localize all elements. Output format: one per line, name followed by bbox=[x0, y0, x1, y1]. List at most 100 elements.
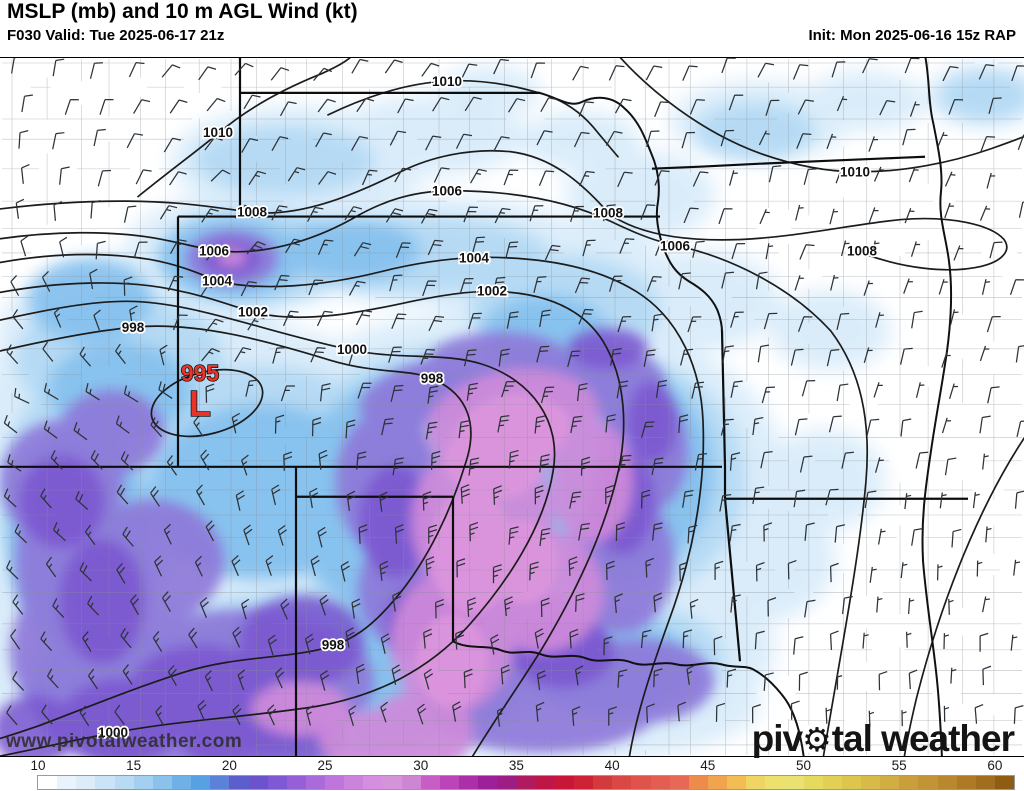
colorbar-segment bbox=[57, 776, 77, 789]
isobar-label: 1004 bbox=[459, 250, 490, 265]
map-canvas[interactable]: 1010 1010 1010 1008 1008 1008 1006 1006 1006 1004… bbox=[0, 57, 1024, 760]
colorbar-tick: 20 bbox=[221, 758, 237, 773]
colorbar-legend: 10 15 20 25 30 35 40 45 50 55 60 bbox=[0, 758, 1024, 791]
isobar-label: 1010 bbox=[203, 125, 233, 140]
colorbar-segment bbox=[937, 776, 957, 789]
colorbar-segment bbox=[707, 776, 728, 789]
colorbar-segment bbox=[841, 776, 862, 789]
river-borders bbox=[452, 58, 953, 756]
colorbar-segment bbox=[248, 776, 268, 789]
low-pressure-value: 995 bbox=[181, 360, 220, 386]
model-init-label: Init: Mon 2025-06-16 15z RAP bbox=[808, 27, 1016, 44]
colorbar-segment bbox=[535, 776, 555, 789]
pivotal-weather-logo: piv⚙tal weather bbox=[751, 718, 1015, 760]
map-svg: 1010 1010 1010 1008 1008 1008 1006 1006 1006 1004… bbox=[0, 58, 1024, 756]
colorbar-segment bbox=[325, 776, 345, 789]
colorbar-segment bbox=[229, 776, 249, 789]
colorbar-segment bbox=[478, 776, 498, 789]
colorbar-segment bbox=[210, 776, 230, 789]
colorbar-tick: 30 bbox=[413, 758, 429, 773]
colorbar-segment bbox=[439, 776, 460, 789]
isobar-label: 1004 bbox=[202, 273, 233, 288]
colorbar-segment bbox=[822, 776, 842, 789]
state-borders bbox=[0, 58, 968, 756]
isobar-labels: 1010 1010 1010 1008 1008 1008 1006 1006 1006 1004… bbox=[96, 72, 879, 742]
isobar-label: 998 bbox=[322, 637, 345, 652]
low-pressure-symbol: L bbox=[189, 383, 211, 424]
colorbar-segment bbox=[401, 776, 421, 789]
isobar-label: 1000 bbox=[98, 725, 128, 740]
colorbar-segment bbox=[995, 776, 1015, 789]
isobar-label: 1008 bbox=[847, 243, 878, 258]
colorbar-segment bbox=[344, 776, 364, 789]
isobar-label: 998 bbox=[122, 320, 145, 335]
colorbar-segment bbox=[363, 776, 383, 789]
colorbar-segment bbox=[612, 776, 632, 789]
colorbar-segment bbox=[420, 776, 440, 789]
colorbar-tick: 50 bbox=[795, 758, 811, 773]
colorbar-segment bbox=[669, 776, 689, 789]
colorbar-segment bbox=[267, 776, 287, 789]
colorbar-tick: 35 bbox=[508, 758, 524, 773]
colorbar-segment bbox=[918, 776, 938, 789]
colorbar-segment bbox=[171, 776, 192, 789]
isobar-label: 1000 bbox=[337, 342, 367, 357]
wind-barbs bbox=[3, 58, 1024, 727]
colorbar-segment bbox=[803, 776, 823, 789]
colorbar-tick: 45 bbox=[700, 758, 716, 773]
colorbar-segment bbox=[593, 776, 613, 789]
colorbar-segment bbox=[459, 776, 479, 789]
colorbar-segment bbox=[746, 776, 766, 789]
colorbar-segment bbox=[382, 776, 402, 789]
watermark-url: www.pivotalweather.com bbox=[6, 731, 243, 752]
colorbar-tick: 15 bbox=[126, 758, 142, 773]
isobar-label: 1008 bbox=[237, 205, 268, 220]
colorbar-segment bbox=[516, 776, 536, 789]
colorbar-segment bbox=[727, 776, 747, 789]
forecast-valid-label: F030 Valid: Tue 2025-06-17 21z bbox=[7, 27, 225, 44]
colorbar-segment bbox=[861, 776, 881, 789]
isobar-label: 1010 bbox=[432, 74, 462, 89]
colorbar-segment bbox=[38, 776, 58, 789]
isobar-label: 1006 bbox=[660, 238, 690, 253]
isobar-label: 1008 bbox=[593, 206, 624, 221]
isobar-label: 1002 bbox=[477, 283, 507, 298]
colorbar-segment bbox=[76, 776, 96, 789]
colorbar-segment bbox=[554, 776, 574, 789]
isobar-label: 1002 bbox=[238, 304, 268, 319]
colorbar-segment bbox=[573, 776, 594, 789]
colorbar-tick: 60 bbox=[987, 758, 1003, 773]
colorbar-segment bbox=[497, 776, 517, 789]
colorbar-segment bbox=[133, 776, 153, 789]
colorbar-segment bbox=[650, 776, 670, 789]
colorbar-segment bbox=[956, 776, 976, 789]
low-pressure-marker: 995 L bbox=[180, 359, 220, 424]
isobar-label: 1010 bbox=[840, 165, 870, 180]
colorbar-tick: 25 bbox=[317, 758, 333, 773]
isobar-label: 1006 bbox=[432, 184, 462, 199]
logo-text-right: tal weather bbox=[831, 718, 1015, 759]
colorbar-tick: 10 bbox=[30, 758, 46, 773]
colorbar-segment bbox=[152, 776, 172, 789]
colorbar-tick: 40 bbox=[604, 758, 620, 773]
colorbar bbox=[37, 775, 1015, 790]
colorbar-segment bbox=[688, 776, 708, 789]
colorbar-segment bbox=[191, 776, 211, 789]
colorbar-segment bbox=[765, 776, 785, 789]
colorbar-segment bbox=[286, 776, 306, 789]
colorbar-tick: 55 bbox=[891, 758, 907, 773]
colorbar-segment bbox=[95, 776, 115, 789]
page-title: MSLP (mb) and 10 m AGL Wind (kt) bbox=[7, 0, 358, 23]
isobar-label: 998 bbox=[421, 371, 444, 386]
colorbar-segment bbox=[305, 776, 326, 789]
colorbar-segment bbox=[784, 776, 804, 789]
colorbar-segment bbox=[975, 776, 996, 789]
gear-icon: ⚙ bbox=[802, 720, 832, 759]
colorbar-segment bbox=[899, 776, 919, 789]
logo-text-left: piv bbox=[751, 718, 803, 759]
colorbar-segment bbox=[880, 776, 900, 789]
isobar-label: 1006 bbox=[199, 243, 229, 258]
colorbar-segment bbox=[631, 776, 651, 789]
colorbar-segment bbox=[114, 776, 134, 789]
